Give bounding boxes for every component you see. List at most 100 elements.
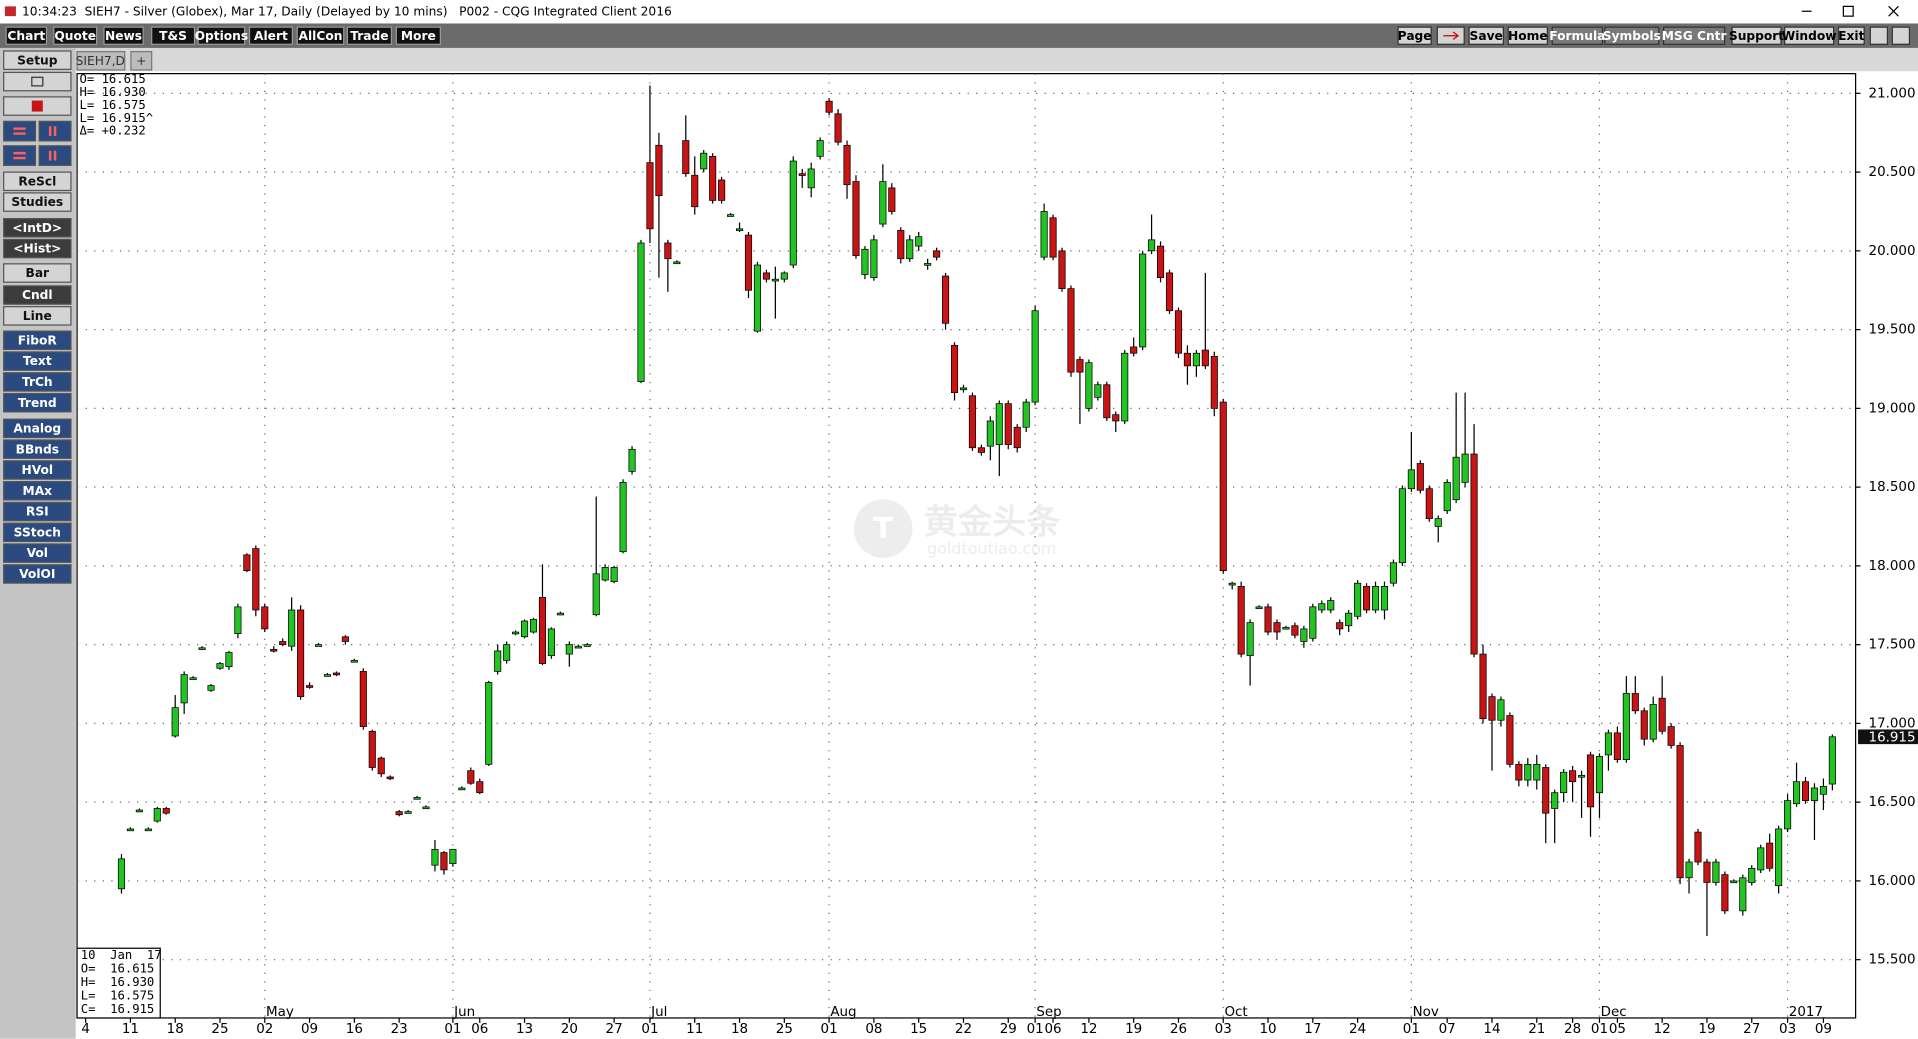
sidebar-button[interactable] <box>3 522 72 543</box>
candle-body <box>1255 606 1263 610</box>
candle-body <box>1183 352 1191 367</box>
menu-button[interactable] <box>103 26 144 45</box>
sidebar-label[interactable]: Studies <box>11 195 63 209</box>
sidebar-button[interactable] <box>3 238 72 259</box>
sidebar-label[interactable]: Trend <box>18 396 57 410</box>
sidebar-label[interactable]: FiboR <box>18 333 58 347</box>
sidebar-label[interactable]: Cndl <box>22 288 53 302</box>
menu-button[interactable] <box>5 26 48 45</box>
toolbar-button[interactable] <box>1551 26 1604 45</box>
sidebar-label[interactable]: Text <box>23 354 52 368</box>
sidebar-button[interactable] <box>3 460 72 480</box>
sidebar-button[interactable] <box>3 351 72 371</box>
toolbar-button[interactable] <box>1507 26 1548 45</box>
sidebar-button[interactable] <box>3 372 72 392</box>
menu-label[interactable]: Alert <box>254 29 288 43</box>
sidebar-button[interactable] <box>3 217 72 238</box>
menu-button[interactable] <box>151 26 196 45</box>
sidebar-label[interactable]: Setup <box>17 53 58 67</box>
sidebar-button[interactable] <box>3 330 72 351</box>
menu-button[interactable] <box>197 26 246 45</box>
sidebar-label[interactable]: SStoch <box>14 525 61 539</box>
restore[interactable] <box>1842 5 1854 17</box>
sidebar-button[interactable] <box>3 418 72 439</box>
sidebar-button[interactable] <box>3 543 72 563</box>
toolbar-label[interactable]: Support <box>1729 29 1784 43</box>
candle-body <box>1640 710 1648 740</box>
candle-body <box>861 248 869 275</box>
icon-button[interactable] <box>3 145 37 166</box>
candle-body <box>422 806 430 810</box>
menu-label[interactable]: More <box>401 29 436 43</box>
sidebar-button[interactable] <box>3 392 72 413</box>
sidebar-button[interactable] <box>3 263 72 283</box>
candle-body <box>870 239 878 278</box>
x-tick-label: 29 <box>1000 1022 1017 1037</box>
menu-button[interactable] <box>296 26 345 45</box>
menu-label[interactable]: Options <box>195 29 249 43</box>
toolbar-button[interactable] <box>1731 26 1782 45</box>
toolbar-label[interactable]: Formula <box>1549 29 1605 43</box>
menu-label[interactable]: Trade <box>350 29 388 43</box>
sidebar-label[interactable]: Vol <box>27 546 48 560</box>
menu-label[interactable]: AllCon <box>299 29 343 43</box>
tab-label[interactable]: SIEH7,D <box>76 54 125 68</box>
toolbar-button[interactable] <box>1604 26 1660 45</box>
tab-add[interactable] <box>130 51 153 71</box>
menu-button[interactable] <box>53 26 98 45</box>
menu-label[interactable]: Quote <box>54 29 96 43</box>
sidebar-button[interactable] <box>3 285 72 305</box>
menu-label[interactable]: Chart <box>7 29 45 43</box>
sidebar-label[interactable]: HVol <box>22 463 54 477</box>
sidebar-label[interactable]: <Hist> <box>13 242 61 256</box>
sidebar-button[interactable] <box>3 50 72 70</box>
toolbar-label[interactable]: Exit <box>1838 29 1864 43</box>
sidebar-label[interactable]: ReScl <box>18 174 56 188</box>
sidebar-button[interactable] <box>3 306 72 326</box>
toolbar-label[interactable]: Home <box>1508 29 1548 43</box>
candle-body <box>377 757 385 775</box>
toolbar-button[interactable] <box>1468 26 1504 45</box>
sidebar-button[interactable] <box>3 439 72 459</box>
sidebar-button[interactable] <box>3 171 72 192</box>
toolbar-label[interactable]: Save <box>1470 29 1503 43</box>
sidebar-button[interactable] <box>3 192 72 212</box>
candle-body <box>1676 745 1684 879</box>
menu-button[interactable] <box>248 26 293 45</box>
toolbar-label[interactable]: MSG Cntr <box>1662 29 1727 43</box>
sidebar-label[interactable]: BBnds <box>16 442 59 456</box>
sidebar-label[interactable]: Line <box>23 309 52 323</box>
toolbar-label[interactable]: Window <box>1782 29 1837 43</box>
sidebar-label[interactable]: VolOI <box>19 567 55 581</box>
data-box-line: 10 Jan 17 <box>81 948 162 962</box>
sidebar-label[interactable]: <IntD> <box>12 221 62 235</box>
sidebar-button[interactable] <box>3 480 72 501</box>
menu-label[interactable]: T&S <box>159 29 187 43</box>
window-button[interactable] <box>1869 26 1889 45</box>
sidebar-label[interactable]: TrCh <box>22 375 53 389</box>
toolbar-button[interactable] <box>1837 26 1865 45</box>
sidebar-label[interactable]: RSI <box>26 505 49 519</box>
window-button[interactable] <box>1891 26 1911 45</box>
sidebar-button[interactable] <box>3 501 72 522</box>
toolbar-label[interactable]: Page <box>1398 29 1432 43</box>
sidebar-button[interactable] <box>3 564 72 584</box>
candle-body <box>1434 518 1442 527</box>
menu-button[interactable] <box>395 26 441 45</box>
icon-button[interactable] <box>3 120 37 142</box>
print-button[interactable] <box>3 71 72 92</box>
close[interactable] <box>1888 5 1899 17</box>
menu-button[interactable] <box>346 26 393 45</box>
sidebar-label[interactable]: Analog <box>13 421 61 435</box>
toolbar-button[interactable] <box>1662 26 1726 45</box>
sidebar-label[interactable]: MAx <box>23 484 53 498</box>
toolbar-button[interactable] <box>1784 26 1835 45</box>
toolbar-button[interactable] <box>1397 26 1432 45</box>
tab-add-label[interactable]: + <box>136 54 146 68</box>
menu-label[interactable]: News <box>105 29 142 43</box>
tab[interactable] <box>76 51 126 71</box>
x-tick-label: 05 <box>1609 1022 1626 1037</box>
sidebar-label[interactable]: Bar <box>26 266 50 280</box>
toolbar-label[interactable]: Symbols <box>1603 29 1661 43</box>
